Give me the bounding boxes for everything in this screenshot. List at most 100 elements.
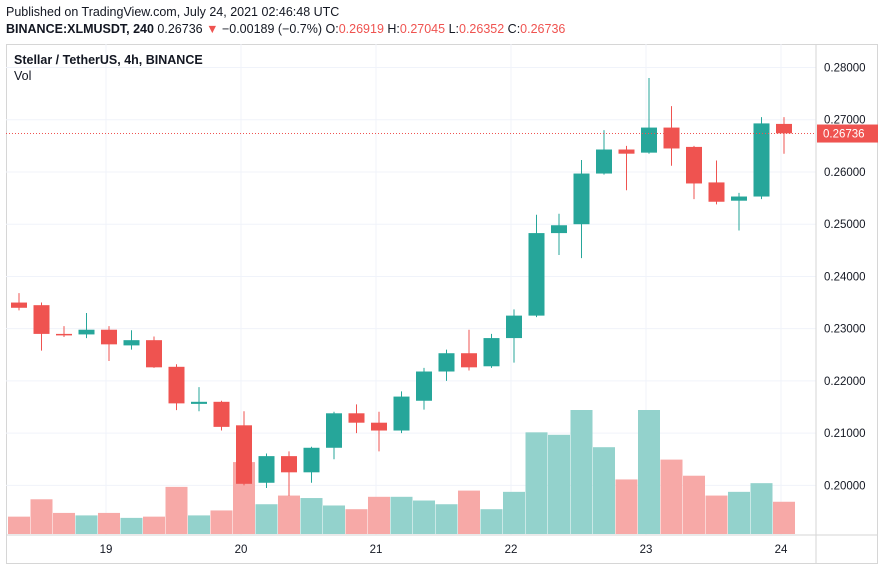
- last-price-label: 0.26736: [823, 129, 865, 141]
- symbol-label: BINANCE:XLMUSDT, 240: [6, 22, 154, 36]
- volume-bar: [705, 495, 728, 534]
- volume-bar: [638, 410, 660, 534]
- volume-bar: [615, 479, 638, 534]
- volume-bar: [390, 496, 413, 534]
- volume-bar: [435, 504, 458, 534]
- volume-bar: [413, 500, 435, 534]
- candle-body: [213, 401, 230, 427]
- y-tick-label: 0.27000: [824, 115, 866, 127]
- candle-body: [438, 353, 455, 372]
- volume-bar: [593, 447, 615, 534]
- x-tick-label: 24: [775, 544, 788, 556]
- candle-body: [528, 233, 545, 316]
- x-tick-label: 19: [100, 544, 113, 556]
- volume-bar: [525, 432, 548, 534]
- candle-body: [281, 456, 297, 473]
- low-label: L:: [448, 22, 459, 36]
- volume-bar: [660, 459, 683, 534]
- candle-body: [101, 329, 117, 345]
- candle-body: [236, 425, 252, 484]
- legend-volume: Vol: [14, 69, 32, 83]
- candle-body: [551, 225, 567, 234]
- candle-body: [461, 353, 477, 368]
- y-tick-label: 0.22000: [824, 376, 866, 388]
- volume-bar: [143, 516, 165, 534]
- symbol-summary: BINANCE:XLMUSDT, 240 0.26736 ▼ −0.00189 …: [6, 22, 565, 36]
- candle-body: [303, 447, 320, 473]
- candle-body: [146, 340, 162, 368]
- candle-body: [371, 422, 387, 431]
- x-tick-label: 23: [640, 544, 653, 556]
- price-change: −0.00189 (−0.7%): [221, 22, 323, 36]
- candle-body: [483, 338, 500, 367]
- volume-bar: [300, 498, 323, 534]
- low-value: 0.26352: [459, 22, 505, 36]
- volume-bar: [165, 486, 188, 534]
- volume-bar: [773, 501, 795, 534]
- candle-body: [393, 396, 410, 431]
- candle-body: [573, 173, 590, 225]
- candle-body: [33, 305, 50, 334]
- candle-body: [78, 329, 95, 335]
- y-tick-label: 0.25000: [824, 219, 866, 231]
- candle-body: [168, 366, 185, 404]
- volume-bar: [120, 517, 143, 534]
- candle-body: [258, 456, 275, 483]
- candle-body: [708, 182, 725, 202]
- last-price: 0.26736: [157, 22, 203, 36]
- volume-bar: [210, 510, 233, 534]
- volume-bar: [750, 483, 773, 534]
- close-value: 0.26736: [520, 22, 566, 36]
- candle-body: [753, 123, 770, 197]
- volume-bar: [30, 499, 53, 534]
- candle-body: [11, 302, 27, 308]
- volume-bar: [570, 410, 593, 534]
- chart-frame: [6, 44, 878, 564]
- y-tick-label: 0.21000: [824, 428, 866, 440]
- candle-body: [123, 340, 140, 346]
- candle-body: [596, 149, 612, 174]
- volume-bar: [345, 509, 368, 534]
- candle-body: [416, 371, 432, 401]
- legend-title: Stellar / TetherUS, 4h, BINANCE: [14, 53, 203, 67]
- volume-bar: [8, 516, 30, 534]
- candle-body: [191, 401, 207, 404]
- volume-bar: [323, 505, 345, 534]
- volume-bar: [255, 504, 278, 534]
- down-arrow-icon: ▼: [206, 22, 219, 36]
- last-price-tag: [817, 124, 878, 143]
- volume-bar: [75, 515, 98, 534]
- candle-body: [326, 413, 342, 448]
- x-tick-label: 21: [370, 544, 383, 556]
- volume-bar: [98, 512, 120, 534]
- volume-bar: [728, 491, 750, 534]
- chart-legend: Stellar / TetherUS, 4h, BINANCE Vol: [14, 53, 203, 83]
- y-tick-label: 0.26000: [824, 167, 866, 179]
- x-tick-label: 20: [235, 544, 248, 556]
- candle-body: [618, 149, 635, 154]
- y-tick-label: 0.20000: [824, 480, 866, 492]
- volume-bar: [683, 475, 705, 534]
- volume-bar: [548, 434, 570, 534]
- volume-bar: [188, 515, 210, 534]
- candle-body: [663, 127, 680, 149]
- y-tick-label: 0.24000: [824, 271, 866, 283]
- candle-body: [641, 127, 657, 153]
- candle-body: [686, 146, 702, 184]
- published-caption: Published on TradingView.com, July 24, 2…: [6, 5, 340, 19]
- candle-body: [776, 123, 792, 134]
- open-label: O:: [325, 22, 339, 36]
- high-value: 0.27045: [399, 22, 446, 36]
- y-tick-label: 0.23000: [824, 324, 866, 336]
- volume-bar: [480, 509, 503, 534]
- open-value: 0.26919: [338, 22, 384, 36]
- y-tick-label: 0.28000: [824, 63, 866, 75]
- price-chart[interactable]: 0.28000 0.27000 0.26000 0.25000 0.24000 0.230…: [6, 44, 878, 564]
- candle-body: [348, 413, 365, 423]
- candle-body: [506, 315, 522, 339]
- x-tick-label: 22: [505, 544, 518, 556]
- volume-bar: [53, 512, 75, 534]
- high-label: H:: [387, 22, 400, 36]
- volume-bar: [503, 491, 525, 534]
- candle-body: [731, 196, 747, 201]
